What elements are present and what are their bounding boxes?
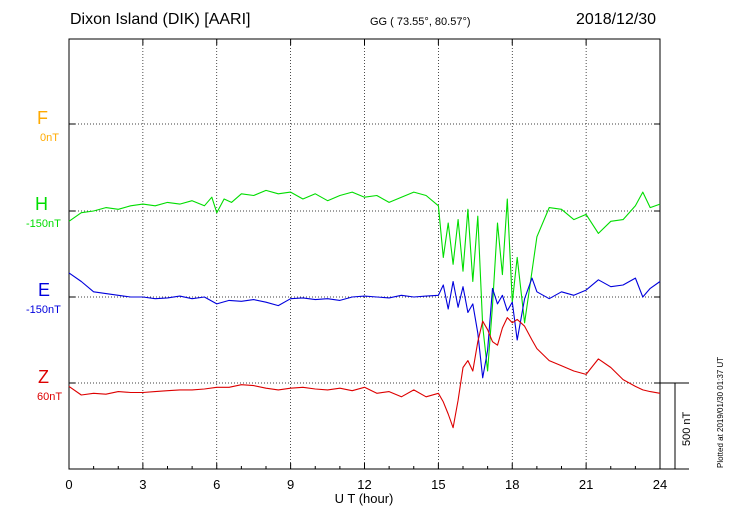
channel-f-label: F	[37, 108, 48, 128]
x-tick-label: 0	[65, 477, 72, 492]
x-tick-label: 12	[357, 477, 371, 492]
series-line-h	[68, 189, 661, 372]
channel-e-label: E	[38, 280, 51, 300]
x-tick-label: 15	[431, 477, 445, 492]
channel-f-baseline: 0nT	[40, 132, 59, 144]
data-series	[68, 189, 661, 429]
plotted-timestamp: Plotted at 2019/01/30 01:37 UT	[716, 356, 725, 468]
channel-z-label: Z	[38, 367, 49, 387]
channel-e-baseline: -150nT	[26, 304, 61, 316]
x-tick-label: 18	[505, 477, 519, 492]
x-tick-label: 24	[653, 477, 667, 492]
channel-h-baseline: -150nT	[26, 218, 61, 230]
plot-frame	[68, 38, 661, 470]
scale-bar-label: 500 nT	[681, 411, 693, 446]
x-tick-label: 3	[139, 477, 146, 492]
grid-lines	[69, 39, 660, 469]
station-title: Dixon Island (DIK) [AARI]	[70, 11, 251, 28]
x-tick-label: 6	[213, 477, 220, 492]
scale-bar	[660, 382, 689, 470]
series-line-e	[68, 272, 661, 379]
x-tick-label: 9	[287, 477, 294, 492]
channel-z-baseline: 60nT	[37, 391, 63, 403]
axis-ticks: 0 3 6 9 12 15 18 21 24	[65, 39, 667, 492]
x-tick-label: 21	[579, 477, 593, 492]
series-line-z	[68, 317, 661, 429]
channel-h-label: H	[35, 194, 48, 214]
x-axis-label: U T (hour)	[335, 491, 394, 506]
geographic-coordinates: GG ( 73.55°, 80.57°)	[370, 16, 471, 28]
plot-date: 2018/12/30	[576, 11, 657, 28]
